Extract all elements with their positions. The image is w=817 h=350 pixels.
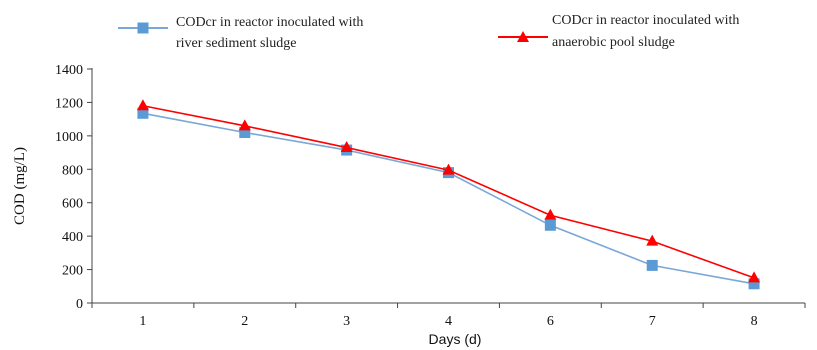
legend-label-river-line1: CODcr in reactor inoculated with [176, 15, 363, 30]
y-ticks: 0 200 400 600 800 1000 1200 1400 [55, 63, 92, 312]
y-tick-label: 1000 [55, 130, 83, 145]
legend-label-anaerobic-line1: CODcr in reactor inoculated with [552, 13, 739, 28]
x-axis-label: Days (d) [429, 331, 482, 347]
legend-label-river-line2: river sediment sludge [176, 36, 297, 51]
axes: 0 200 400 600 800 1000 1200 1400 1 2 3 4 6 7 8 COD (m… [12, 63, 806, 347]
data-point-triangle [442, 163, 455, 175]
y-tick-label: 0 [76, 297, 83, 312]
series-river-sediment [137, 107, 760, 290]
y-tick-label: 400 [62, 230, 83, 245]
data-point-triangle [646, 234, 659, 246]
data-point-triangle [748, 271, 761, 283]
y-tick-label: 200 [62, 264, 83, 279]
series-line [142, 112, 755, 285]
y-tick-label: 600 [62, 197, 83, 212]
data-point-square [646, 259, 658, 271]
x-tick-label: 4 [445, 314, 452, 329]
x-tick-label: 3 [343, 314, 350, 329]
x-tick-label: 8 [751, 314, 758, 329]
y-tick-label: 1400 [55, 63, 83, 78]
data-point-triangle [136, 99, 149, 111]
data-point-triangle [340, 141, 353, 153]
data-point-triangle [238, 119, 251, 131]
data-point-square [748, 278, 760, 290]
series-anaerobic-pool [136, 99, 761, 283]
legend-marker-square [137, 22, 149, 34]
legend-item-anaerobic-pool: CODcr in reactor inoculated with anaerob… [498, 13, 739, 50]
data-point-triangle [544, 208, 557, 220]
series-line [142, 104, 755, 279]
x-ticks: 1 2 3 4 6 7 8 [91, 303, 806, 329]
legend: CODcr in reactor inoculated with river s… [118, 13, 739, 51]
y-axis-label: COD (mg/L) [12, 147, 28, 225]
legend-item-river-sediment: CODcr in reactor inoculated with river s… [118, 15, 363, 51]
x-tick-label: 7 [649, 314, 656, 329]
x-tick-label: 1 [139, 314, 146, 329]
data-point-square [239, 127, 251, 139]
x-tick-label: 2 [241, 314, 248, 329]
data-point-square [137, 107, 149, 119]
x-tick-label: 6 [547, 314, 554, 329]
legend-label-anaerobic-line2: anaerobic pool sludge [552, 35, 675, 50]
data-point-square [544, 219, 556, 231]
plot-area [136, 99, 761, 290]
legend-marker-triangle [517, 31, 529, 42]
y-tick-label: 1200 [55, 96, 83, 111]
y-tick-label: 800 [62, 163, 83, 178]
